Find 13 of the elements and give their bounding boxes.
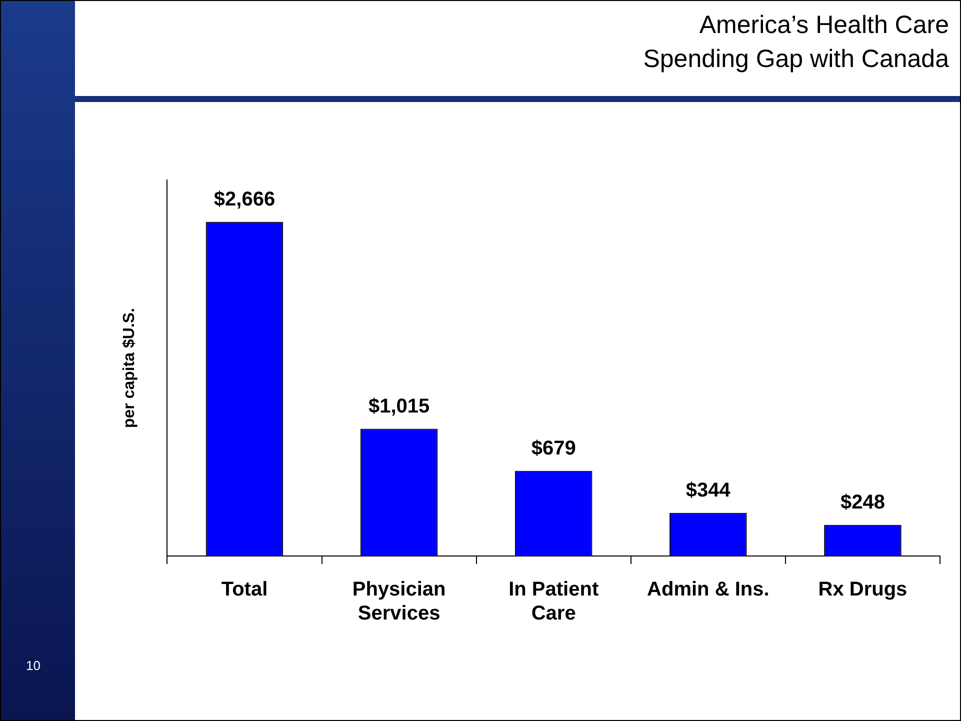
- x-tick-label: Admin & Ins.: [647, 578, 770, 601]
- x-tick-label: Rx Drugs: [818, 578, 908, 601]
- x-tick-label: In Patient Care: [508, 578, 599, 625]
- text: 10: [26, 658, 40, 673]
- y-axis-title: per capita $U.S.: [121, 308, 138, 428]
- x-tick-label: Total: [221, 578, 268, 601]
- data-label: $679: [531, 437, 576, 460]
- data-label: $344: [686, 479, 732, 502]
- data-label: $1,015: [368, 395, 430, 418]
- data-label: $2,666: [214, 188, 276, 210]
- x-tick-label: Physician Services: [352, 578, 446, 625]
- data-label: $248: [840, 491, 885, 514]
- chart-title: America’s Health Care Spending Gap with Canada: [643, 10, 949, 75]
